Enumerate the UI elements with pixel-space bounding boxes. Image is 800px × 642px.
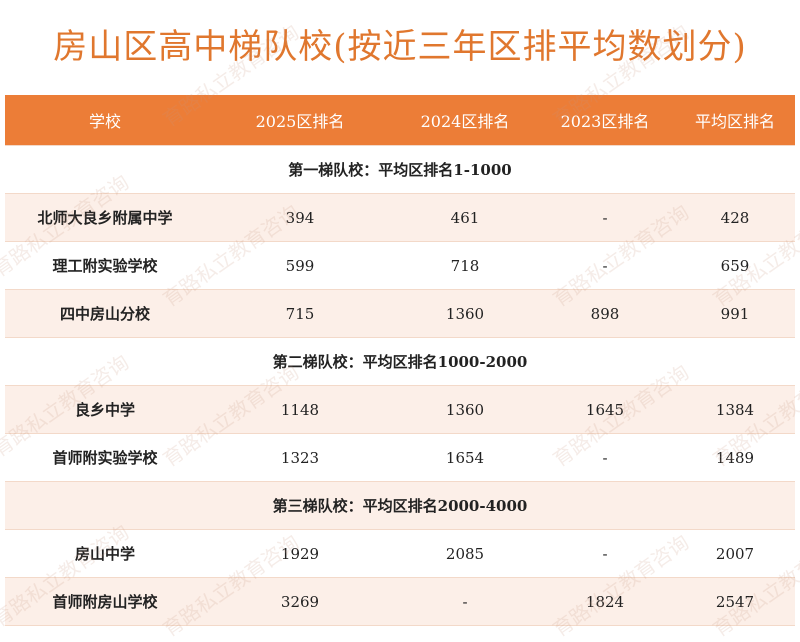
section-label: 第三梯队校：平均区排名2000-4000 <box>5 481 795 530</box>
header-row: 学校 2025区排名 2024区排名 2023区排名 平均区排名 <box>5 95 795 146</box>
rank-cell: - <box>535 529 675 578</box>
rank-cell: - <box>535 433 675 482</box>
header-cell: 2023区排名 <box>535 95 675 146</box>
rank-cell: 1384 <box>675 385 795 434</box>
rank-cell: 718 <box>395 241 535 290</box>
data-row: 理工附实验学校 599 718-659 <box>5 241 795 290</box>
school-name: 房山中学 <box>5 529 205 578</box>
header-cell: 2025区排名 <box>205 95 395 146</box>
school-name: 良乡中学 <box>5 385 205 434</box>
rank-cell: 1323 <box>205 433 395 482</box>
school-name: 理工附实验学校 <box>5 241 205 290</box>
rank-cell: 3269 <box>205 577 395 626</box>
section-row: 第三梯队校：平均区排名2000-4000 <box>5 481 795 530</box>
section-label: 第一梯队校：平均区排名1-1000 <box>5 145 795 194</box>
rank-cell: 394 <box>205 193 395 242</box>
rank-cell: 1360 <box>395 289 535 338</box>
rank-cell: 898 <box>535 289 675 338</box>
school-name: 四中房山分校 <box>5 289 205 338</box>
rank-cell: 1489 <box>675 433 795 482</box>
page-title: 房山区高中梯队校(按近三年区排平均数划分) <box>53 27 747 67</box>
rank-cell: 659 <box>675 241 795 290</box>
rank-cell: 715 <box>205 289 395 338</box>
rank-cell: 2085 <box>395 529 535 578</box>
data-row: 北师大良乡附属中学 394 461-428 <box>5 193 795 242</box>
rank-cell: 1929 <box>205 529 395 578</box>
header-cell: 学校 <box>5 95 205 146</box>
section-label: 第二梯队校：平均区排名1000-2000 <box>5 337 795 386</box>
rank-cell: 1654 <box>395 433 535 482</box>
rank-cell: 428 <box>675 193 795 242</box>
data-row: 良乡中学 1148 1360 1645 1384 <box>5 385 795 434</box>
school-name: 北师大良乡附属中学 <box>5 193 205 242</box>
data-row: 四中房山分校 715 1360 898 991 <box>5 289 795 338</box>
rank-cell: - <box>535 193 675 242</box>
rank-cell: 1148 <box>205 385 395 434</box>
rank-cell: 1360 <box>395 385 535 434</box>
rank-cell: - <box>395 577 535 626</box>
section-row: 第二梯队校：平均区排名1000-2000 <box>5 337 795 386</box>
rank-cell: - <box>535 241 675 290</box>
rank-cell: 991 <box>675 289 795 338</box>
data-row: 首师附实验学校 1323 1654-1489 <box>5 433 795 482</box>
rank-cell: 2007 <box>675 529 795 578</box>
rank-cell: 1824 <box>535 577 675 626</box>
rank-cell: 2547 <box>675 577 795 626</box>
header-cell: 平均区排名 <box>675 95 795 146</box>
school-name: 首师附实验学校 <box>5 433 205 482</box>
rank-cell: 599 <box>205 241 395 290</box>
data-row: 房山中学 1929 2085-2007 <box>5 529 795 578</box>
section-row: 第一梯队校：平均区排名1-1000 <box>5 145 795 194</box>
rank-cell: 1645 <box>535 385 675 434</box>
rank-cell: 461 <box>395 193 535 242</box>
ranking-table: 学校 2025区排名 2024区排名 2023区排名 平均区排名 第一梯队校：平均区排名… <box>5 95 795 626</box>
data-row: 首师附房山学校 3269-1824 2547 <box>5 577 795 626</box>
school-name: 首师附房山学校 <box>5 577 205 626</box>
header-cell: 2024区排名 <box>395 95 535 146</box>
